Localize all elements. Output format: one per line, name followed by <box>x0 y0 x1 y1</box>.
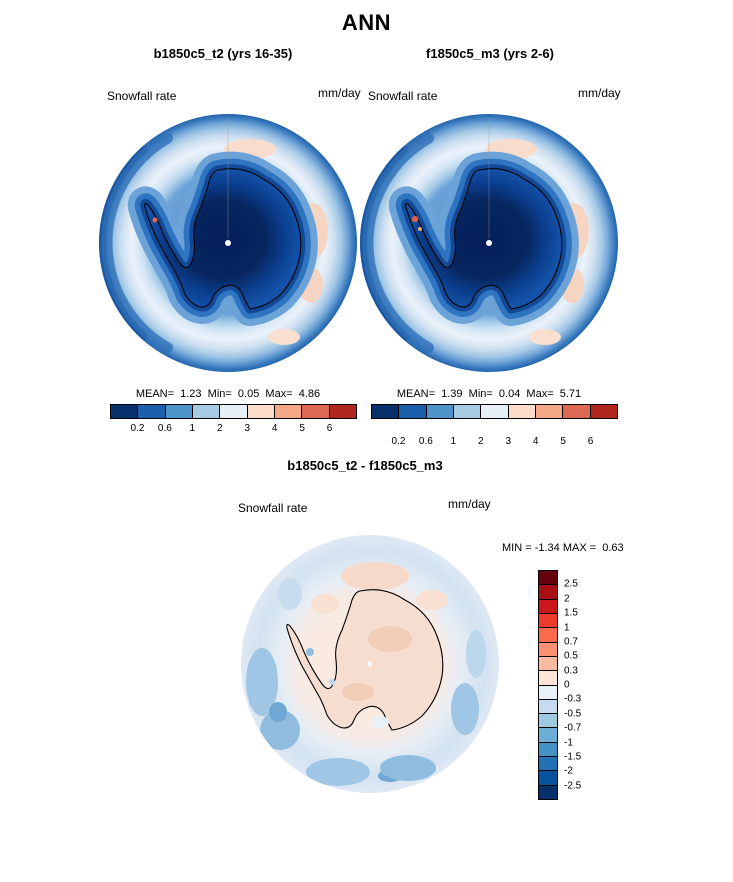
colorbar-cell <box>247 405 275 418</box>
colorbar-tick-label: -2.5 <box>564 780 582 792</box>
colorbar-cell <box>220 405 248 418</box>
colorbar-tick-label: 1 <box>189 423 196 434</box>
panel-diff-units-label: mm/day <box>448 497 491 511</box>
snowfall-map <box>360 114 618 372</box>
peninsula-max-spot <box>152 217 158 223</box>
colorbar-tick-label: 5 <box>560 436 566 447</box>
panel-right-variable-label: Snowfall rate <box>368 89 438 103</box>
colorbar-cell <box>274 405 303 418</box>
colorbar-cell <box>539 671 557 686</box>
colorbar-tick-label: 0.6 <box>157 423 172 434</box>
panel-left-title: b1850c5_t2 (yrs 16-35) <box>153 46 293 61</box>
colorbar-snowfall-left <box>110 404 357 419</box>
colorbar-tick-label: 0.7 <box>564 636 578 648</box>
colorbar-tick-label: 3 <box>244 423 250 434</box>
colorbar-cell <box>539 613 557 629</box>
colorbar-tick-label: 0.2 <box>391 436 406 447</box>
panel-left-units-label: mm/day <box>318 86 361 100</box>
colorbar-cell <box>539 714 557 729</box>
colorbar-tick-label: 4 <box>271 423 278 434</box>
colorbar-tick-label: -0.7 <box>564 722 582 734</box>
panel-left-stats: MEAN= 1.23 Min= 0.05 Max= 4.86 <box>135 388 321 400</box>
colorbar-cell <box>111 405 139 418</box>
colorbar-cell <box>539 599 557 614</box>
colorbar-cell <box>539 785 557 799</box>
colorbar-tick-label: -1 <box>564 737 573 748</box>
colorbar-cell <box>539 771 557 786</box>
colorbar-tick-label: 0.5 <box>564 650 578 662</box>
panel-diff-minmax: MIN = -1.34 MAX = 0.63 <box>502 542 624 554</box>
map-panel-left <box>98 113 358 373</box>
colorbar-cell <box>539 585 557 600</box>
colorbar-tick-label: 3 <box>505 436 511 447</box>
colorbar-cell <box>372 405 400 418</box>
colorbar-tick-label: 2 <box>216 423 223 434</box>
snowfall-map <box>99 114 357 372</box>
colorbar-cell <box>508 405 536 418</box>
colorbar-tick-label: -2 <box>564 765 573 777</box>
colorbar-tick-label: 4 <box>532 436 539 447</box>
colorbar-tick-label: 1 <box>564 622 570 633</box>
peninsula-max-spot <box>411 215 419 223</box>
panel-diff-title: b1850c5_t2 - f1850c5_m3 <box>287 458 443 473</box>
colorbar-cell <box>302 405 330 418</box>
colorbar-cell <box>590 405 617 418</box>
colorbar-tick-label: -1.5 <box>564 751 582 763</box>
colorbar-tick-label: 0.2 <box>130 423 145 434</box>
colorbar-cell <box>539 757 557 772</box>
colorbar-tick-label: 1.5 <box>564 607 578 619</box>
colorbar-cell <box>539 642 557 657</box>
colorbar-tick-label: 2 <box>564 593 570 605</box>
colorbar-snowfall-right-ticks: 0.2 0.6 1 2 3 4 5 6 <box>371 436 618 449</box>
colorbar-tick-label: 2 <box>477 436 484 447</box>
colorbar-cell <box>539 628 557 643</box>
colorbar-tick-label: -0.3 <box>564 693 582 705</box>
colorbar-cell <box>539 699 557 715</box>
colorbar-cell <box>535 405 564 418</box>
colorbar-cell <box>399 405 427 418</box>
colorbar-tick-label: 1 <box>450 436 457 447</box>
colorbar-cell <box>539 742 557 758</box>
page-title: ANN <box>341 10 392 35</box>
panel-right-units-label: mm/day <box>578 86 621 100</box>
colorbar-diff-ticks: 2.5 2 1.5 1 0.7 0.5 0.3 0 -0.3 -0.5 -0.7 -1 -1.5 -2 -2… <box>564 570 606 800</box>
panel-left-variable-label: Snowfall rate <box>107 89 177 103</box>
colorbar-tick-label: 6 <box>326 423 333 434</box>
colorbar-diff <box>538 570 558 800</box>
panel-diff-variable-label: Snowfall rate <box>238 501 308 515</box>
colorbar-cell <box>539 571 557 586</box>
colorbar-cell <box>329 405 356 418</box>
colorbar-cell <box>426 405 454 418</box>
colorbar-tick-label: 0.3 <box>564 665 578 677</box>
panel-right-stats: MEAN= 1.39 Min= 0.04 Max= 5.71 <box>396 388 582 400</box>
colorbar-cell <box>563 405 591 418</box>
colorbar-cell <box>192 405 221 418</box>
colorbar-cell <box>453 405 482 418</box>
colorbar-cell <box>481 405 509 418</box>
colorbar-snowfall-left-ticks: 0.2 0.6 1 2 3 4 5 6 <box>110 423 357 436</box>
map-panel-right <box>359 113 619 373</box>
colorbar-cell <box>539 728 557 743</box>
colorbar-cell <box>539 656 557 672</box>
colorbar-snowfall-right <box>371 404 618 419</box>
colorbar-tick-label: 0.6 <box>418 436 433 447</box>
colorbar-cell <box>165 405 193 418</box>
colorbar-tick-label: 5 <box>299 423 305 434</box>
peninsula-max-spot <box>418 227 422 231</box>
colorbar-cell <box>138 405 166 418</box>
colorbar-cell <box>539 685 557 700</box>
colorbar-tick-label: 6 <box>587 436 594 447</box>
map-panel-diff <box>240 534 500 794</box>
difference-map <box>241 535 499 793</box>
colorbar-tick-label: -0.5 <box>564 708 582 720</box>
colorbar-tick-label: 2.5 <box>564 578 578 590</box>
panel-right-title: f1850c5_m3 (yrs 2-6) <box>426 46 554 61</box>
colorbar-tick-label: 0 <box>564 679 570 691</box>
